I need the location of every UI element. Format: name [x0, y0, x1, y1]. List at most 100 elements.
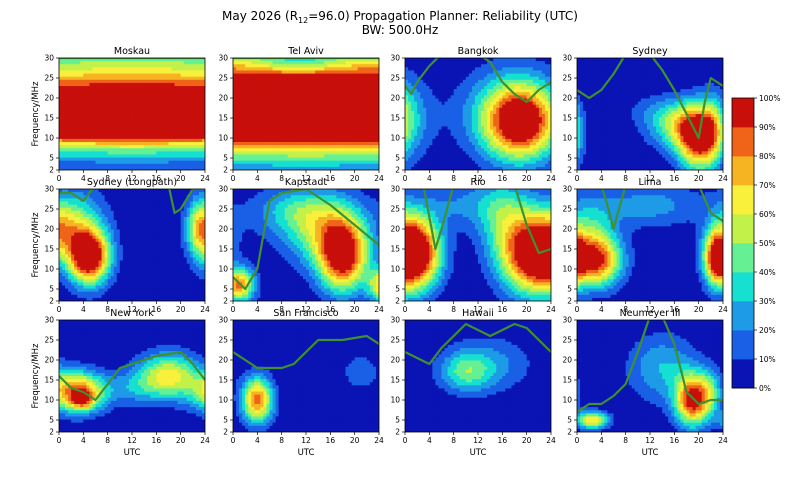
reliability-cell [174, 151, 179, 156]
reliability-cell [508, 129, 513, 134]
reliability-cell [239, 129, 243, 134]
reliability-cell [508, 135, 513, 140]
reliability-cell [195, 135, 200, 140]
reliability-cell [438, 104, 443, 109]
reliability-cell [351, 145, 356, 149]
reliability-cell [122, 132, 127, 137]
reliability-cell [444, 98, 449, 103]
reliability-cell [493, 151, 497, 156]
reliability-cell [125, 135, 130, 140]
reliability-cell [315, 86, 319, 90]
reliability-cell [505, 61, 510, 65]
reliability-cell [490, 79, 494, 84]
reliability-cell [348, 76, 353, 81]
reliability-cell [471, 142, 476, 146]
reliability-cell [342, 67, 347, 72]
reliability-cell [92, 135, 97, 140]
reliability-cell [89, 123, 94, 128]
reliability-cell [363, 157, 368, 162]
reliability-cell [315, 148, 319, 152]
reliability-cell [98, 123, 103, 128]
reliability-cell [192, 129, 197, 134]
reliability-cell [423, 135, 427, 140]
reliability-cell [275, 135, 280, 140]
reliability-cell [348, 163, 353, 168]
reliability-cell [132, 151, 136, 156]
reliability-cell [487, 95, 491, 100]
reliability-cell [138, 95, 142, 100]
reliability-cell [189, 151, 194, 156]
reliability-cell [357, 58, 362, 62]
reliability-cell [318, 163, 322, 168]
reliability-cell [192, 92, 197, 96]
reliability-cell [299, 129, 304, 134]
reliability-cell [408, 132, 412, 137]
reliability-cell [156, 145, 160, 149]
reliability-cell [171, 58, 176, 62]
reliability-cell [104, 73, 109, 78]
reliability-cell [257, 86, 261, 90]
reliability-cell [189, 58, 194, 62]
reliability-cell [236, 151, 240, 156]
reliability-cell [312, 73, 316, 78]
reliability-cell [481, 104, 485, 109]
reliability-cell [177, 151, 182, 156]
reliability-cell [330, 138, 334, 143]
reliability-cell [324, 166, 328, 170]
reliability-cell [342, 104, 347, 109]
reliability-cell [318, 117, 322, 121]
reliability-cell [520, 67, 525, 72]
reliability-cell [363, 132, 368, 137]
reliability-cell [74, 64, 78, 68]
reliability-cell [257, 117, 261, 121]
reliability-cell [101, 138, 106, 143]
reliability-cell [281, 154, 286, 159]
reliability-cell [514, 135, 519, 140]
reliability-cell [411, 64, 415, 68]
reliability-cell [453, 104, 458, 109]
reliability-cell [318, 129, 322, 134]
reliability-cell [465, 123, 470, 128]
reliability-cell [342, 110, 347, 115]
reliability-cell [290, 157, 295, 162]
reliability-cell [89, 101, 94, 106]
reliability-cell [327, 76, 331, 81]
reliability-cell [257, 145, 261, 149]
reliability-cell [245, 148, 249, 152]
reliability-cell [315, 98, 319, 103]
reliability-cell [153, 151, 157, 156]
reliability-cell [423, 120, 427, 124]
reliability-cell [68, 145, 72, 149]
reliability-cell [299, 67, 304, 72]
reliability-cell [423, 98, 427, 103]
reliability-cell [405, 64, 409, 68]
reliability-cell [318, 76, 322, 81]
reliability-cell [369, 160, 374, 165]
reliability-cell [405, 70, 409, 75]
reliability-cell [251, 70, 255, 75]
reliability-cell [315, 138, 319, 143]
reliability-cell [408, 145, 412, 149]
reliability-cell [302, 117, 307, 121]
reliability-cell [324, 154, 328, 159]
reliability-cell [351, 154, 356, 159]
reliability-cell [420, 138, 424, 143]
reliability-cell [107, 157, 112, 162]
reliability-cell [318, 92, 322, 96]
reliability-cell [435, 76, 440, 81]
reliability-cell [233, 129, 237, 134]
reliability-cell [339, 104, 344, 109]
reliability-cell [86, 95, 91, 100]
reliability-cell [278, 126, 283, 131]
reliability-cell [372, 154, 377, 159]
reliability-cell [459, 142, 464, 146]
reliability-cell [266, 138, 271, 143]
reliability-cell [116, 166, 121, 170]
reliability-cell [411, 117, 415, 121]
reliability-cell [354, 82, 359, 87]
reliability-cell [168, 114, 173, 118]
reliability-cell [372, 129, 377, 134]
reliability-cell [287, 101, 292, 106]
reliability-cell [496, 58, 500, 62]
reliability-cell [505, 132, 510, 137]
